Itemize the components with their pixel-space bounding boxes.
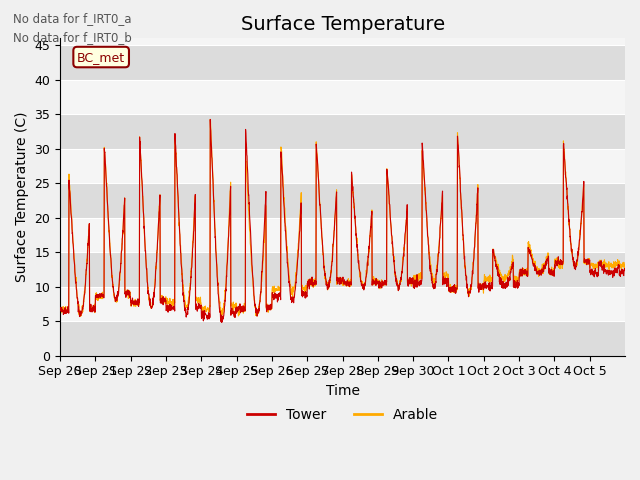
Bar [60,217,625,252]
Bar [60,321,625,356]
Text: No data for f_IRT0_b: No data for f_IRT0_b [13,31,132,44]
Bar [60,252,625,287]
Bar [60,149,625,183]
Y-axis label: Surface Temperature (C): Surface Temperature (C) [15,112,29,282]
Bar [60,45,625,80]
Title: Surface Temperature: Surface Temperature [241,15,445,34]
Legend: Tower, Arable: Tower, Arable [241,403,444,428]
Bar [60,287,625,321]
Bar [60,114,625,149]
Text: BC_met: BC_met [77,50,125,63]
X-axis label: Time: Time [326,384,360,398]
Bar [60,80,625,114]
Text: No data for f_IRT0_a: No data for f_IRT0_a [13,12,131,25]
Bar [60,183,625,217]
